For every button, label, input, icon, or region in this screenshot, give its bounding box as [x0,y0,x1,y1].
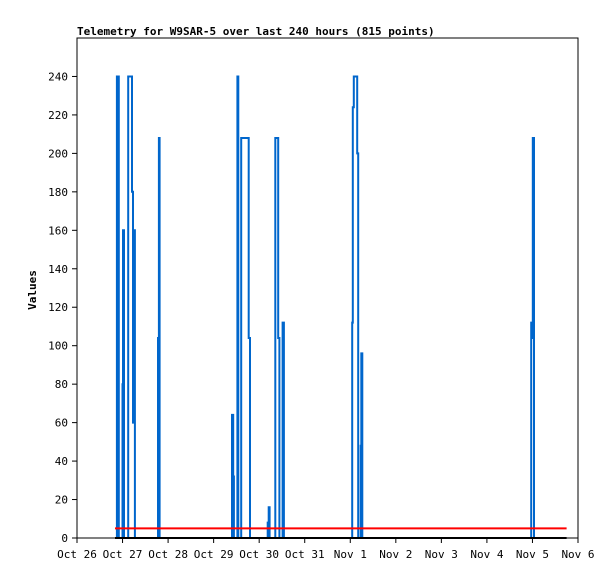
y-tick-label: 100 [48,340,68,353]
y-tick-label: 80 [55,378,68,391]
data-series [115,75,567,539]
x-tick-label: Nov 1 [334,548,367,561]
x-tick-label: Nov 2 [379,548,412,561]
x-tick-label: Nov 3 [425,548,458,561]
chart-title: Telemetry for W9SAR-5 over last 240 hour… [77,25,435,38]
y-tick-label: 0 [61,532,68,545]
x-tick-label: Oct 26 [57,548,97,561]
y-axis-label: Values [26,270,39,310]
x-tick-label: Nov 6 [561,548,594,561]
x-tick-label: Nov 5 [516,548,549,561]
x-axis: Oct 26 Oct 27 Oct 28 Oct 29 Oct 30 Oct 31 Nov … [57,538,595,561]
x-tick-label: Oct 31 [285,548,325,561]
x-tick-label: Oct 29 [194,548,234,561]
y-tick-label: 20 [55,494,68,507]
y-tick-label: 240 [48,70,68,83]
x-tick-label: Oct 28 [148,548,188,561]
y-tick-label: 160 [48,224,68,237]
y-tick-label: 180 [48,186,68,199]
y-tick-label: 60 [55,417,68,430]
x-tick-label: Oct 27 [103,548,143,561]
y-axis: 0 20 40 60 80 100 120 140 160 180 200 220 240 [48,70,77,545]
y-tick-label: 140 [48,263,68,276]
y-tick-label: 200 [48,147,68,160]
y-tick-label: 120 [48,301,68,314]
x-tick-label: Nov 4 [470,548,503,561]
y-tick-label: 40 [55,455,68,468]
x-tick-label: Oct 30 [239,548,279,561]
y-tick-label: 220 [48,109,68,122]
